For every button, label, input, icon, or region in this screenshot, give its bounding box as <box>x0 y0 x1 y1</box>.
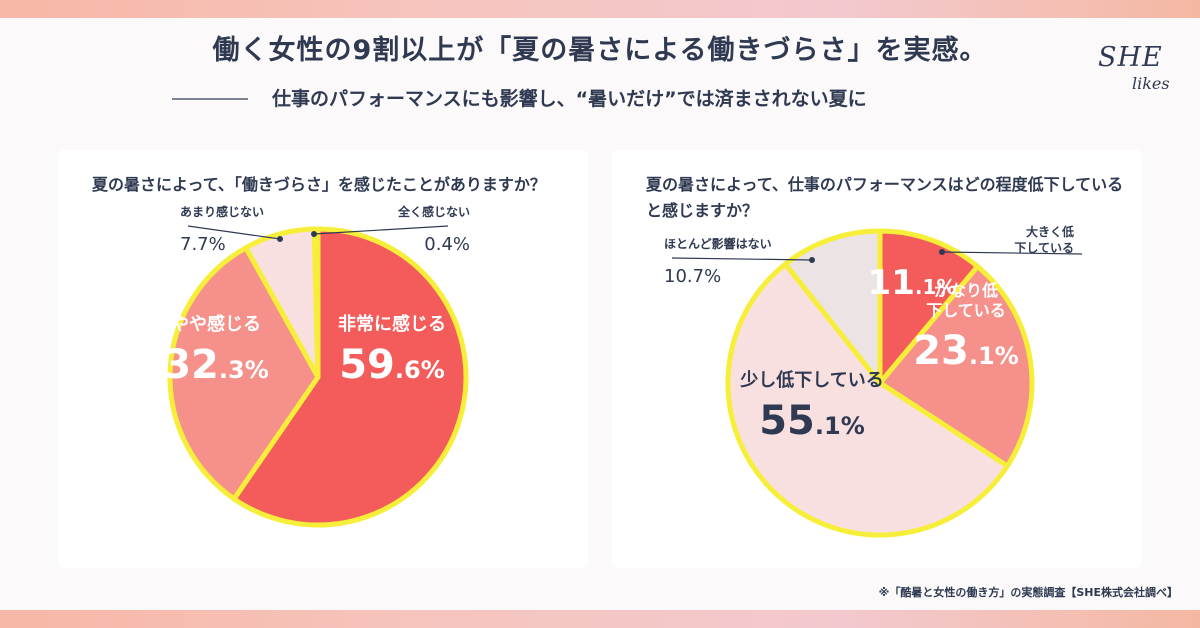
callout-leader-4 <box>671 257 813 261</box>
slice-label-3: あまり感じない <box>180 204 264 219</box>
chart-card-performance-drop: 夏の暑さによって、仕事のパフォーマンスはどの程度低下していると感じますか？ 大き… <box>612 150 1142 568</box>
slice-label-4: ほとんど影響はない <box>664 236 772 251</box>
callout-dot-4 <box>311 231 317 237</box>
slice-label-4: 全く感じない <box>397 204 470 219</box>
slice-label-2-line1: かなり低 <box>934 281 998 300</box>
slice-label-3: 少し低下している <box>739 369 883 391</box>
slice-value-1: 11.1% <box>868 263 957 303</box>
slice-value-4: 0.4% <box>424 234 470 255</box>
chart-card-work-difficulty: 夏の暑さによって、「働きづらさ」を感じたことがありますか？ 非常に感じる 59.6… <box>58 150 588 568</box>
slice-value-2: 23.1% <box>913 328 1019 374</box>
slice-label-2-line2: 下している <box>926 301 1006 320</box>
slice-label-1-line1: 大きく低 <box>1026 224 1074 239</box>
pie-slice-1 <box>231 226 469 528</box>
slice-value-1: 59.6% <box>339 342 445 388</box>
pie-slice-4 <box>311 226 321 380</box>
pie-chart-work-difficulty: 非常に感じる 59.6% やや感じる 32.3% あまり感じない 7.7% 全く感じない 0.… <box>163 204 470 528</box>
subtitle-row: 仕事のパフォーマンスにも影響し、“暑いだけ”では済まされない夏に <box>172 84 1052 114</box>
slice-value-2: 32.3% <box>163 342 269 388</box>
slice-value-3: 7.7% <box>180 234 226 255</box>
pie-slice-2 <box>877 263 1035 469</box>
she-likes-logo: SHE likes <box>1092 42 1184 102</box>
callout-leader-4 <box>313 225 449 235</box>
callout-leader-3 <box>187 225 281 240</box>
slice-value-3: 55.1% <box>759 398 865 444</box>
slice-label-2: やや感じる <box>171 313 261 335</box>
pie-slice-1 <box>877 228 981 386</box>
slice-value-4: 10.7% <box>664 266 721 287</box>
callout-dot-3 <box>277 236 283 242</box>
chart-question-1: 夏の暑さによって、「働きづらさ」を感じたことがありますか？ <box>92 175 546 194</box>
slice-label-1: 非常に感じる <box>338 313 446 335</box>
source-footnote: ※「酷暑と女性の働き方」の実態調査【SHE株式会社調べ】 <box>878 586 1178 599</box>
logo-she-text: SHE <box>1098 42 1163 73</box>
callout-dot-4 <box>809 257 815 263</box>
page-subtitle: 仕事のパフォーマンスにも影響し、“暑いだけ”では済まされない夏に <box>272 88 867 110</box>
pie-chart-performance-drop: 大きく低下している11.1%かなり低下している23.1%少し低下している55.1… <box>664 224 1083 538</box>
pie-slice-4 <box>782 228 883 386</box>
logo-likes-text: likes <box>1132 74 1170 93</box>
page-title: 働く女性の9割以上が「夏の暑さによる働きづらさ」を実感。 <box>212 35 988 66</box>
callout-dot-1 <box>939 249 945 255</box>
chart-question-2: 夏の暑さによって、仕事のパフォーマンスはどの程度低下していると感じますか？ <box>646 175 1124 220</box>
pie-slice-3 <box>725 261 1010 538</box>
subtitle-rule <box>172 98 248 100</box>
pie-slice-2 <box>167 245 321 502</box>
callout-leader-1 <box>941 251 1083 255</box>
slice-label-1-line2: 下している <box>1014 241 1074 255</box>
